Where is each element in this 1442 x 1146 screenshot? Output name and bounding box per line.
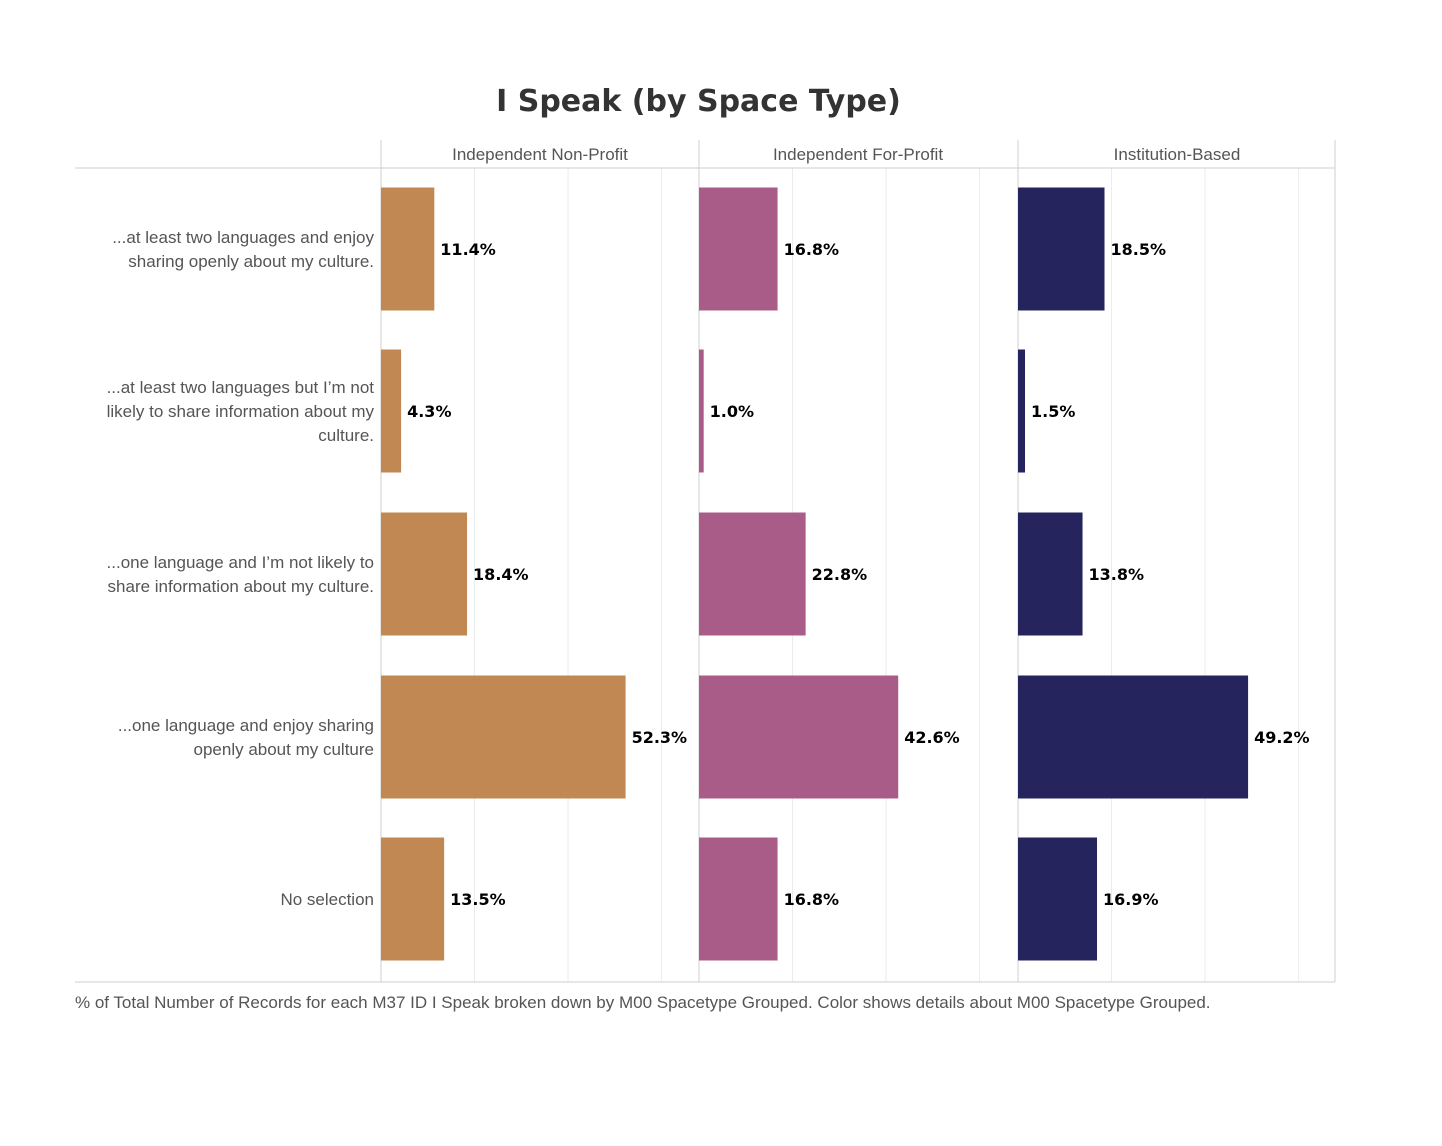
data-label: 1.0%: [710, 402, 754, 421]
data-label: 16.8%: [784, 240, 840, 259]
data-label: 16.8%: [784, 890, 840, 909]
column-header: Institution-Based: [1114, 145, 1241, 164]
data-label: 13.5%: [450, 890, 506, 909]
bar: [699, 512, 806, 636]
data-label: 42.6%: [904, 728, 960, 747]
data-label: 4.3%: [407, 402, 451, 421]
column-header: Independent Non-Profit: [452, 145, 628, 164]
row-label: ...at least two languages but I’m not: [107, 378, 375, 397]
bars: [381, 187, 1249, 961]
data-label: 22.8%: [812, 565, 868, 584]
value-labels: 11.4% 4.3% 18.4% 52.3% 13.5% 16.8% 1.0% 22.8% 42…: [407, 240, 1309, 909]
bar: [1018, 675, 1249, 799]
row-label: likely to share information about my: [107, 402, 375, 421]
row-label: sharing openly about my culture.: [128, 252, 374, 271]
data-label: 13.8%: [1089, 565, 1145, 584]
bar: [1018, 187, 1105, 311]
row-label: ...one language and enjoy sharing: [118, 716, 374, 735]
grid-layer: [474, 168, 1300, 982]
data-label: 52.3%: [632, 728, 688, 747]
bar: [381, 349, 402, 473]
row-label: openly about my culture: [194, 740, 375, 759]
column-headers: Independent Non-Profit Independent For-Pr…: [452, 145, 1240, 164]
data-label: 18.4%: [473, 565, 529, 584]
chart-footer: % of Total Number of Records for each M3…: [75, 993, 1211, 1012]
bar: [699, 837, 778, 961]
bar: [381, 512, 468, 636]
bar: [1018, 837, 1098, 961]
row-label: ...at least two languages and enjoy: [112, 228, 374, 247]
bar: [699, 675, 899, 799]
bar: [381, 837, 445, 961]
column-header: Independent For-Profit: [773, 145, 943, 164]
chart-title: I Speak (by Space Type): [496, 84, 901, 119]
row-label: culture.: [318, 426, 374, 445]
row-label: share information about my culture.: [108, 577, 374, 596]
row-label: No selection: [280, 890, 374, 909]
bar: [699, 187, 778, 311]
data-label: 1.5%: [1031, 402, 1075, 421]
data-label: 49.2%: [1254, 728, 1310, 747]
bar: [381, 187, 435, 311]
row-labels: ...at least two languages and enjoy shari…: [107, 228, 375, 909]
bar: [1018, 512, 1083, 636]
bar: [381, 675, 626, 799]
row-label: ...one language and I’m not likely to: [107, 553, 374, 572]
bar: [1018, 349, 1026, 473]
data-label: 16.9%: [1103, 890, 1159, 909]
bar: [699, 349, 704, 473]
data-label: 18.5%: [1111, 240, 1167, 259]
data-label: 11.4%: [440, 240, 496, 259]
